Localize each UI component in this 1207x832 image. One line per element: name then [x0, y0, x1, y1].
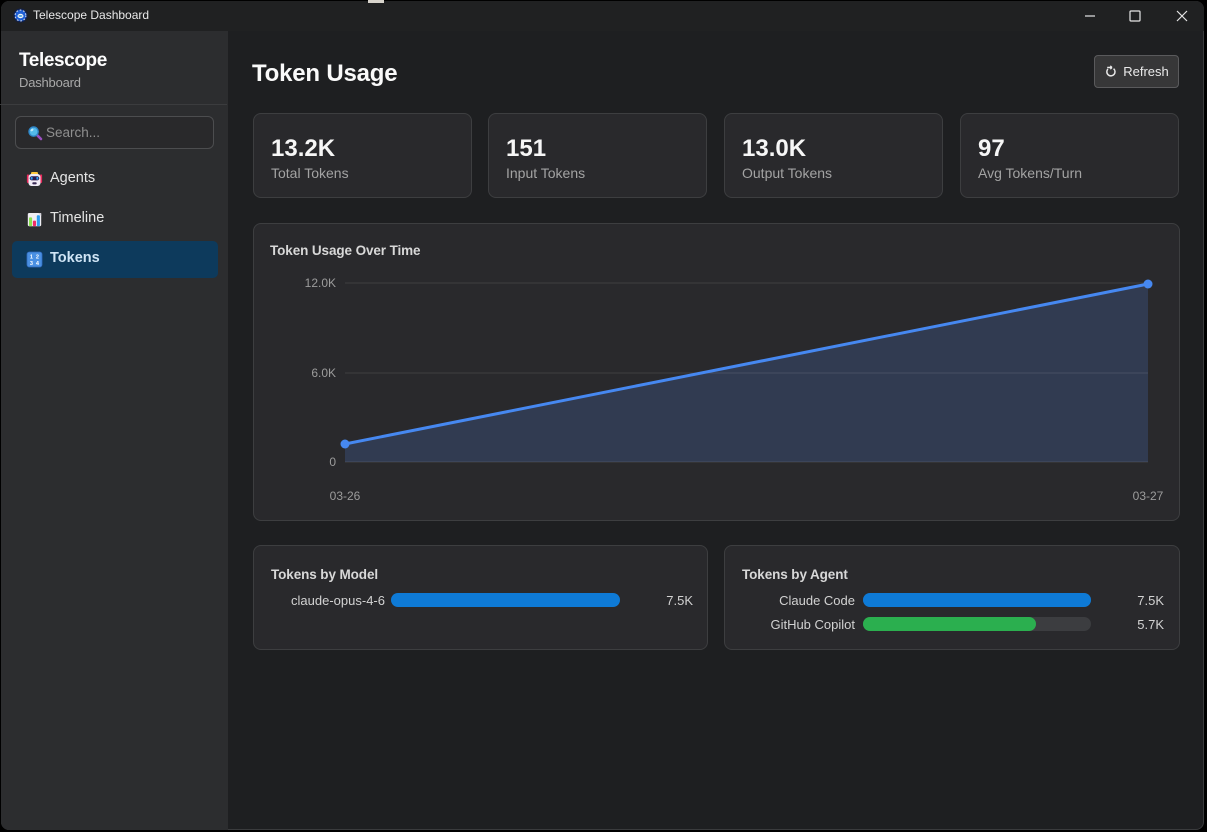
- svg-text:03-26: 03-26: [330, 489, 361, 503]
- svg-text:03-27: 03-27: [1133, 489, 1164, 503]
- svg-text:4: 4: [36, 261, 40, 267]
- svg-text:6.0K: 6.0K: [311, 366, 336, 380]
- svg-text:3: 3: [30, 261, 33, 267]
- svg-text:0: 0: [329, 455, 336, 469]
- svg-text:2: 2: [36, 254, 39, 260]
- svg-text:12.0K: 12.0K: [305, 276, 336, 290]
- svg-text:1: 1: [30, 254, 33, 260]
